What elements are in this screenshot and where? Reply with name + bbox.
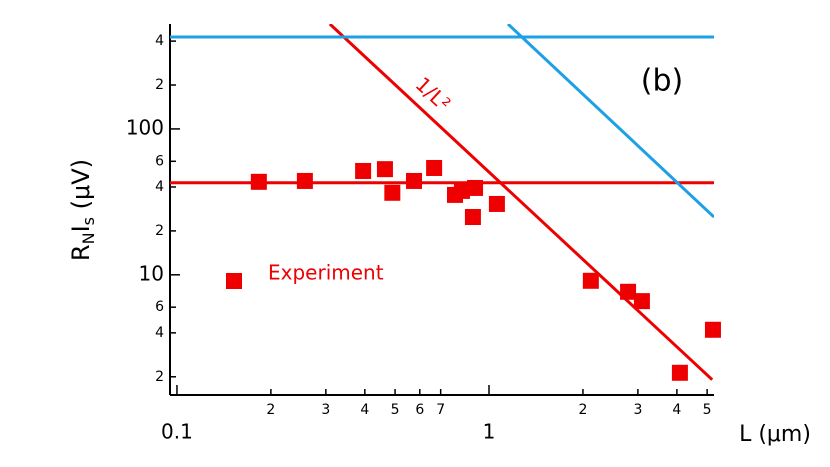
data-point (426, 159, 443, 176)
y-tick-label: 2 (155, 77, 164, 93)
y-tick-label: 2 (155, 369, 164, 385)
slope-annotation: 1/L² (411, 72, 456, 116)
y-label-part: N (79, 232, 98, 244)
data-point (296, 172, 313, 189)
data-point (406, 172, 423, 189)
y-tick-label: 6 (155, 299, 164, 315)
data-point (671, 364, 688, 381)
x-tick-label: 3 (321, 402, 330, 418)
reference-line (328, 24, 714, 381)
data-point (582, 272, 599, 289)
x-tick-label: 7 (436, 402, 445, 418)
y-tick-label: 4 (155, 179, 164, 195)
data-point (620, 283, 637, 300)
data-point (467, 179, 484, 196)
y-tick-label: 4 (155, 325, 164, 341)
y-axis-label: RNIs (μV) (67, 159, 98, 261)
x-tick-label: 2 (578, 402, 587, 418)
y-label-part: s (79, 217, 98, 225)
x-tick-label: 6 (415, 402, 424, 418)
y-tick-label: 4 (155, 33, 164, 49)
x-tick-label: 0.1 (161, 420, 193, 444)
data-point (384, 184, 401, 201)
y-label-part: I (67, 225, 95, 232)
y-tick-label: 2 (155, 223, 164, 239)
x-tick-label: 5 (703, 402, 712, 418)
y-tick-label: 100 (126, 115, 164, 139)
lines-group (170, 24, 714, 381)
x-tick-label: 1 (483, 420, 496, 444)
x-tick-label: 2 (266, 402, 275, 418)
data-point (704, 321, 721, 338)
data-point (453, 182, 470, 199)
data-point (355, 162, 372, 179)
y-tick-label: 10 (139, 261, 164, 285)
data-point (250, 173, 267, 190)
data-point (633, 293, 650, 310)
data-point (488, 195, 505, 212)
y-tick-label: 6 (155, 153, 164, 169)
y-label-part: (μV) (67, 159, 95, 217)
legend-marker (226, 273, 242, 289)
x-tick-label: 4 (360, 402, 369, 418)
legend-label: Experiment (268, 261, 384, 285)
data-point (464, 209, 481, 226)
reference-line (506, 24, 714, 219)
panel-label: (b) (641, 64, 683, 99)
x-tick-label: 3 (633, 402, 642, 418)
x-axis-label: L (μm) (739, 422, 811, 447)
x-tick-label: 4 (672, 402, 681, 418)
data-point (376, 161, 393, 178)
y-label-part: R (67, 244, 95, 261)
x-tick-label: 5 (391, 402, 400, 418)
